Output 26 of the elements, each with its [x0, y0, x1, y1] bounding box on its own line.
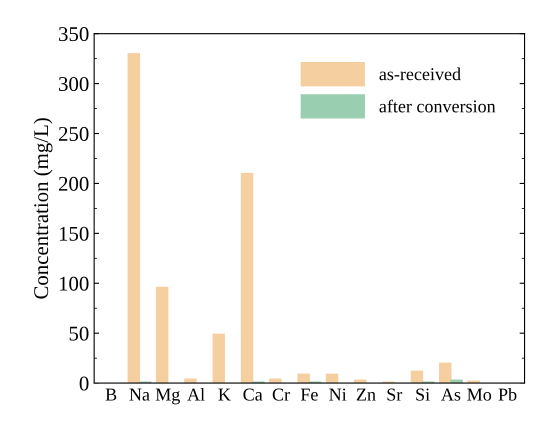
x-tick-label: Al [187, 388, 205, 400]
x-tick-label: K [218, 388, 231, 400]
x-tick-label: As [441, 388, 460, 401]
y-tick-label: 50 [70, 326, 88, 341]
y-axis-title: Concentration (mg/L) [34, 118, 52, 299]
y-tick-label: 100 [60, 276, 88, 291]
x-tick-label: Ni [329, 388, 346, 400]
legend-label: after conversion [379, 100, 496, 112]
x-tick-label: B [106, 388, 116, 401]
y-tick-label: 200 [58, 176, 88, 191]
x-tick-label: Mg [156, 388, 180, 404]
x-tick-label: Zn [356, 388, 376, 400]
x-tick-label: Fe [300, 388, 318, 401]
y-tick-label: 150 [60, 226, 88, 241]
x-tick-label: Pb [498, 388, 516, 401]
y-tick-label: 350 [59, 27, 88, 42]
x-tick-label: Sr [387, 388, 402, 401]
y-tick-label: 250 [58, 126, 88, 141]
x-tick-label: Si [416, 388, 430, 401]
x-tick-label: Mo [467, 388, 492, 401]
x-tick-label: Ca [243, 388, 262, 401]
legend-label: as-received [379, 68, 461, 80]
x-tick-label: Cr [272, 388, 290, 401]
x-tick-label: Na [129, 388, 150, 401]
y-tick-label: 300 [59, 76, 88, 92]
y-tick-label: 0 [80, 376, 88, 391]
